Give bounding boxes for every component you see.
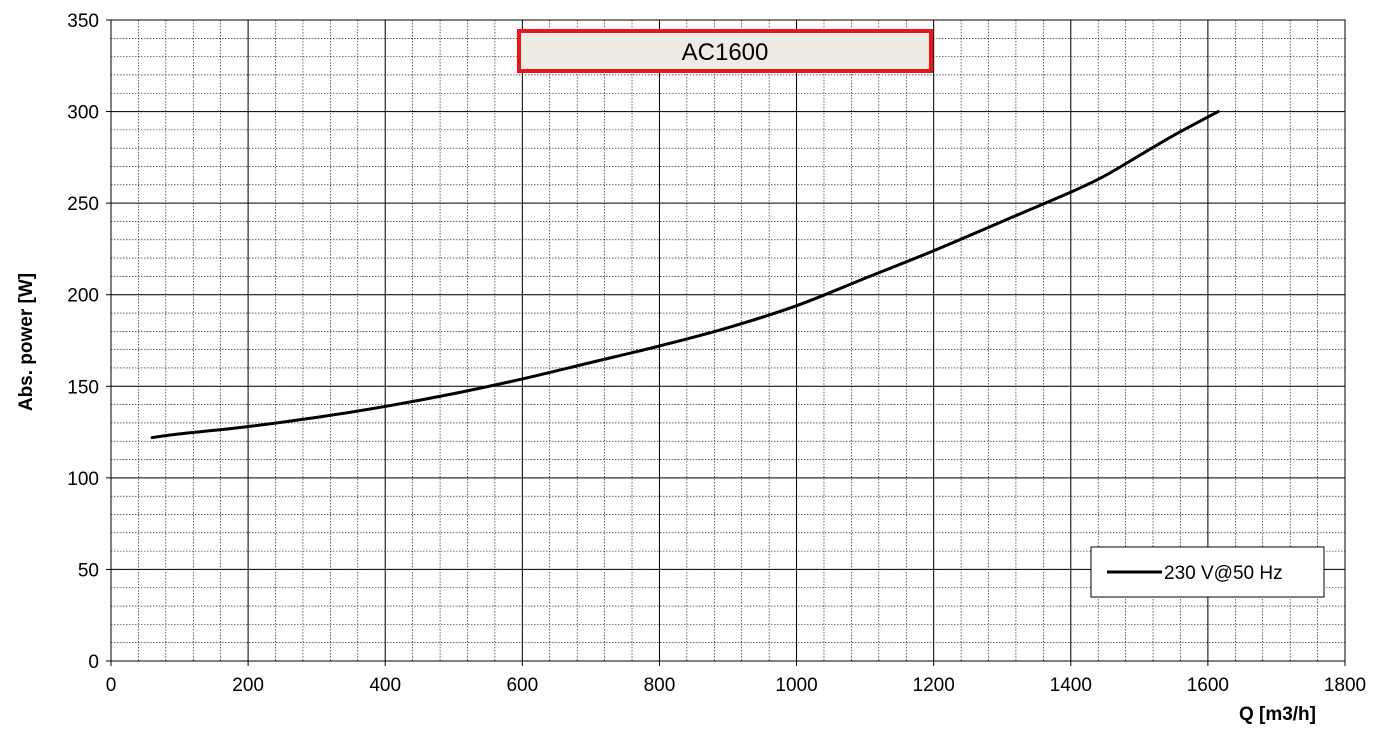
legend: 230 V@50 Hz	[1090, 546, 1325, 598]
y-tick-label: 150	[67, 377, 99, 398]
x-tick-label: 0	[106, 675, 117, 696]
series-layer	[150, 110, 1220, 440]
x-tick-label: 1600	[1187, 675, 1229, 696]
x-tick-label: 600	[506, 675, 538, 696]
x-tick-label: 1400	[1050, 675, 1092, 696]
x-axis-ticks: 0 200 400 600 800 1000 1200 1400 1600 1800	[106, 661, 1366, 696]
plot-area-border	[110, 19, 1346, 662]
chart-title: AC1600	[682, 39, 769, 66]
x-tick-label: 1200	[913, 675, 955, 696]
y-tick-label: 50	[78, 560, 99, 581]
x-tick-label: 1800	[1324, 675, 1366, 696]
y-tick-label: 100	[67, 469, 99, 490]
y-axis-ticks: 0 50 100 150 200 250 300 350	[67, 11, 111, 673]
y-tick-label: 250	[67, 194, 99, 215]
x-tick-label: 1000	[775, 675, 817, 696]
x-tick-label: 400	[369, 675, 401, 696]
y-tick-label: 0	[88, 652, 99, 673]
x-tick-label: 200	[232, 675, 264, 696]
series-line-0	[150, 110, 1220, 440]
y-tick-label: 200	[67, 286, 99, 307]
y-tick-label: 300	[67, 103, 99, 124]
y-axis-title: Abs. power [W]	[16, 273, 37, 411]
y-tick-label: 350	[67, 11, 99, 32]
chart-title-frame	[517, 29, 933, 73]
x-axis-title: Q [m3/h]	[1239, 704, 1316, 725]
chart-title-box: AC1600	[517, 29, 933, 73]
legend-label-0: 230 V@50 Hz	[1164, 563, 1283, 584]
x-tick-label: 800	[644, 675, 676, 696]
